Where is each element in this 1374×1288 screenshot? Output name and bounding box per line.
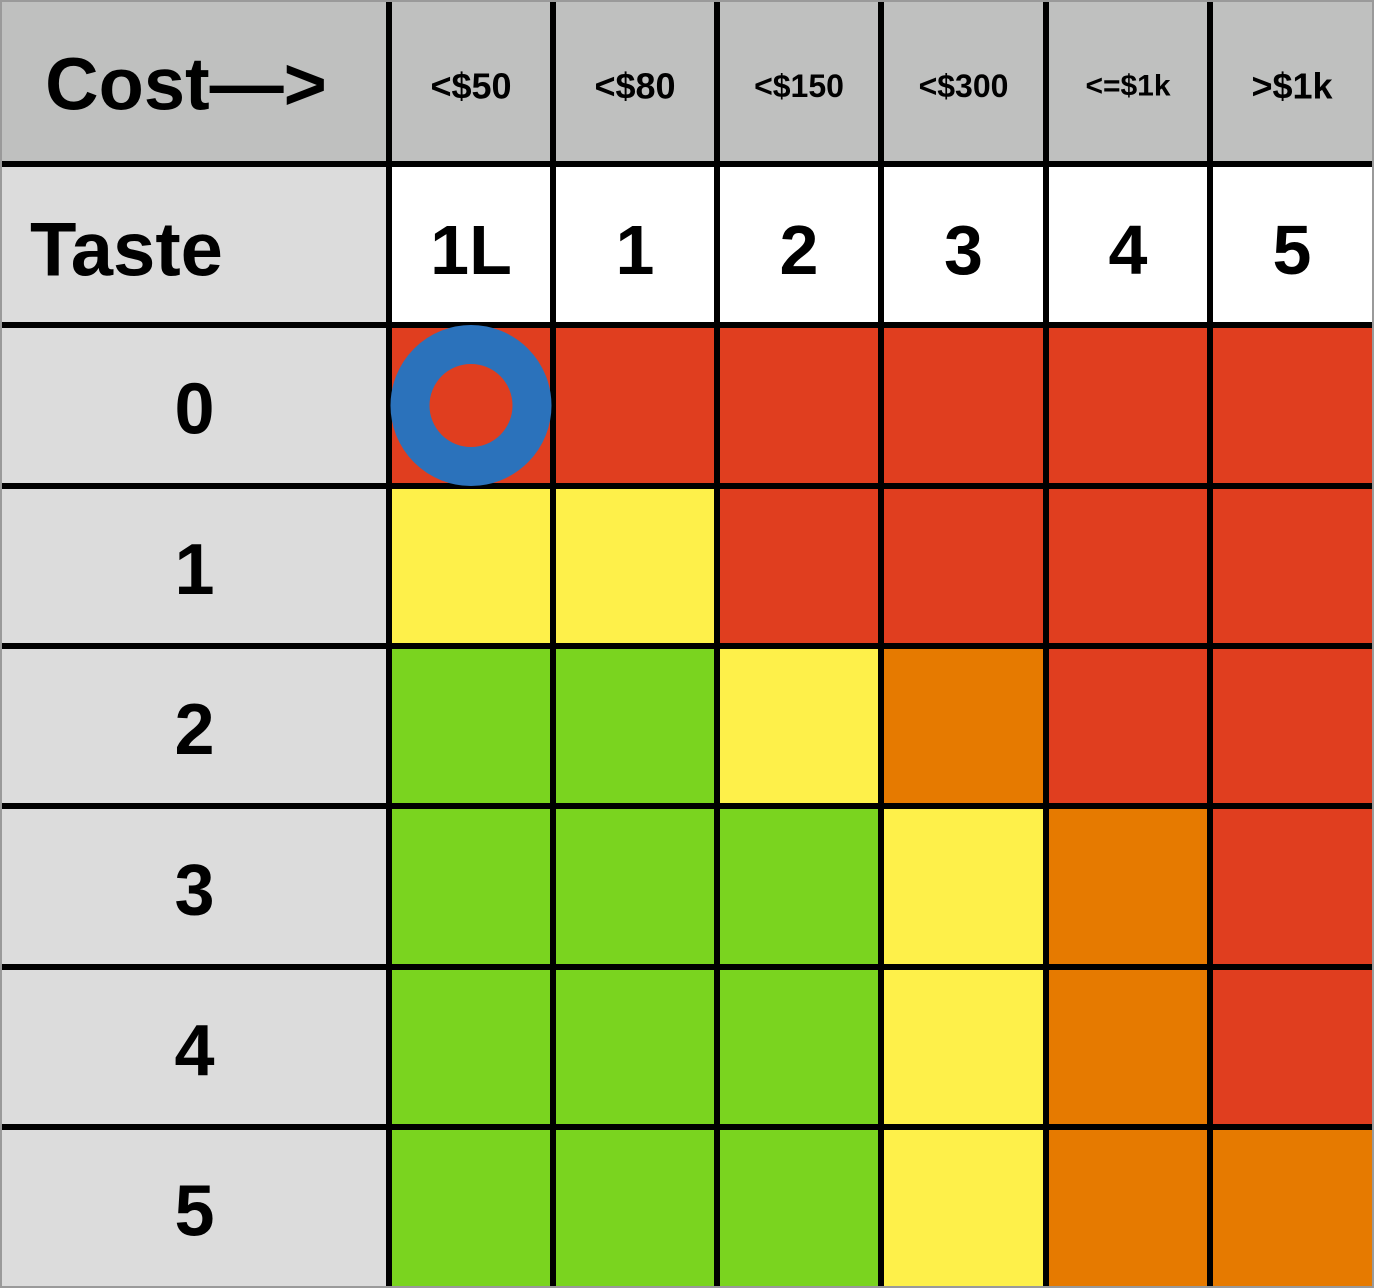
heatmap-cell (881, 806, 1046, 967)
heatmap-cell (1046, 967, 1210, 1127)
taste-tick-label: 0 (174, 370, 214, 450)
cost-axis-label: Cost—> (45, 43, 327, 126)
heatmap-cell (717, 1127, 881, 1288)
selection-marker (390, 325, 552, 486)
heatmap-cell (1046, 486, 1210, 646)
taste-tick-label: 4 (174, 1011, 214, 1091)
heatmap-cell (881, 486, 1046, 646)
heatmap-cell (1210, 486, 1374, 646)
heatmap-cell (717, 646, 881, 806)
taste-tick-label: 5 (174, 1172, 214, 1252)
cost-tick-label: >$1k (1251, 66, 1333, 107)
tier-tick-label: 4 (1109, 211, 1148, 289)
cost-tick-label: <$300 (919, 68, 1009, 104)
heatmap-cell (881, 1127, 1046, 1288)
heatmap-cell (881, 325, 1046, 486)
cost-header-background (0, 0, 1374, 164)
heatmap-cell (389, 646, 553, 806)
cost-tick-label: <=$1k (1085, 70, 1170, 103)
heatmap-cell (1046, 806, 1210, 967)
cost-tick-label: <$80 (594, 66, 675, 107)
taste-tick-label: 3 (174, 851, 214, 931)
heatmap-cell (389, 967, 553, 1127)
heatmap-cell (553, 486, 717, 646)
heatmap-cell (389, 1127, 553, 1288)
taste-tick-label: 2 (174, 690, 214, 770)
heatmap-cell (717, 325, 881, 486)
heatmap-cell (553, 646, 717, 806)
heatmap-cell (881, 646, 1046, 806)
heatmap-cell (1046, 1127, 1210, 1288)
heatmap-cell (1046, 646, 1210, 806)
taste-column-background (0, 164, 389, 1288)
heatmap-cell (1210, 325, 1374, 486)
heatmap-cell (881, 967, 1046, 1127)
heatmap-cell (389, 806, 553, 967)
heatmap-cell (717, 806, 881, 967)
heatmap-cell (717, 967, 881, 1127)
heatmap-cell (553, 1127, 717, 1288)
taste-axis-label: Taste (30, 208, 223, 293)
heatmap-cell (1210, 806, 1374, 967)
cost-tick-label: <$150 (754, 68, 844, 104)
tier-tick-label: 1 (616, 211, 655, 289)
heatmap-cell (1046, 325, 1210, 486)
cost-tick-label: <$50 (430, 66, 511, 107)
tier-tick-label: 3 (944, 211, 983, 289)
heatmap-cell (1210, 967, 1374, 1127)
taste-tick-label: 1 (174, 530, 214, 610)
heatmap-cell (717, 486, 881, 646)
heatmap-cell (389, 486, 553, 646)
tier-tick-label: 5 (1273, 211, 1312, 289)
tier-tick-label: 1L (430, 211, 512, 289)
heatmap-cell (553, 325, 717, 486)
heatmap-cell (1210, 1127, 1374, 1288)
heatmap-cell (1210, 646, 1374, 806)
heatmap-cell (553, 967, 717, 1127)
tier-tick-label: 2 (780, 211, 819, 289)
heatmap-cell (553, 806, 717, 967)
